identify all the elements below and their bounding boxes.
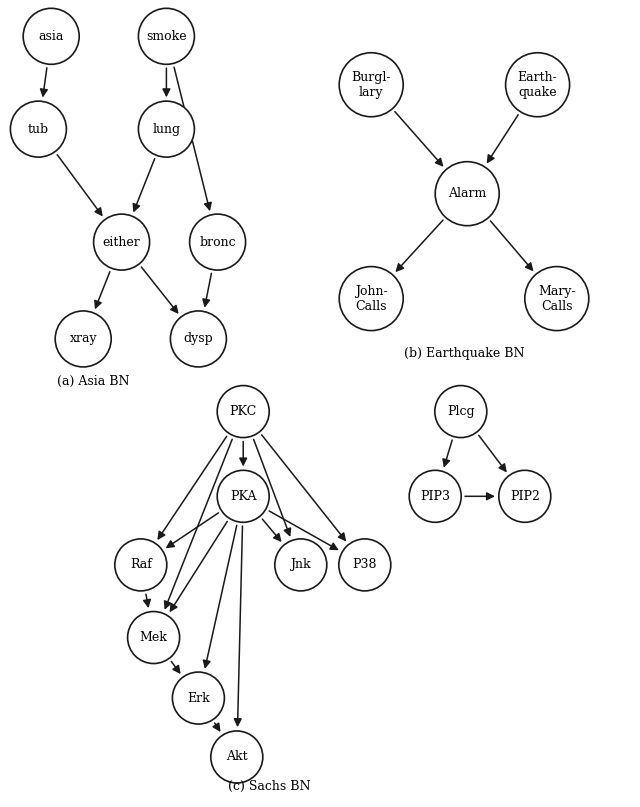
Text: Earth-
quake: Earth- quake [518, 71, 557, 98]
Text: (b) Earthquake BN: (b) Earthquake BN [404, 347, 524, 360]
Circle shape [127, 612, 180, 663]
Circle shape [525, 266, 589, 331]
Circle shape [189, 214, 246, 270]
Circle shape [55, 311, 111, 367]
Text: Raf: Raf [130, 558, 152, 571]
Text: tub: tub [28, 123, 49, 136]
Text: dysp: dysp [184, 332, 213, 345]
Circle shape [23, 8, 79, 65]
Text: Plcg: Plcg [447, 405, 475, 418]
Circle shape [93, 214, 150, 270]
Text: xray: xray [69, 332, 97, 345]
Circle shape [275, 539, 327, 591]
Circle shape [172, 672, 225, 724]
Text: (c) Sachs BN: (c) Sachs BN [228, 780, 310, 792]
Text: (a) Asia BN: (a) Asia BN [57, 375, 129, 388]
Text: Jnk: Jnk [291, 558, 311, 571]
Circle shape [339, 52, 403, 117]
Text: Mary-
Calls: Mary- Calls [538, 285, 575, 312]
Circle shape [339, 266, 403, 331]
Text: lung: lung [152, 123, 180, 136]
Text: PIP2: PIP2 [510, 490, 540, 503]
Text: Mek: Mek [140, 631, 168, 644]
Text: PKC: PKC [230, 405, 257, 418]
Text: PKA: PKA [230, 490, 257, 503]
Circle shape [138, 8, 195, 65]
Circle shape [211, 731, 263, 783]
Circle shape [170, 311, 227, 367]
Text: P38: P38 [353, 558, 377, 571]
Text: John-
Calls: John- Calls [355, 285, 387, 312]
Text: asia: asia [38, 30, 64, 43]
Circle shape [499, 470, 551, 522]
Text: Akt: Akt [226, 751, 248, 763]
Text: Burgl-
lary: Burgl- lary [351, 71, 391, 98]
Circle shape [10, 101, 67, 157]
Circle shape [435, 386, 487, 437]
Text: bronc: bronc [199, 236, 236, 249]
Text: Alarm: Alarm [448, 187, 486, 200]
Circle shape [217, 470, 269, 522]
Text: Erk: Erk [187, 692, 210, 705]
Circle shape [115, 539, 167, 591]
Circle shape [217, 386, 269, 437]
Text: PIP3: PIP3 [420, 490, 450, 503]
Text: either: either [103, 236, 140, 249]
Text: smoke: smoke [146, 30, 187, 43]
Circle shape [506, 52, 570, 117]
Circle shape [138, 101, 195, 157]
Circle shape [409, 470, 461, 522]
Circle shape [435, 161, 499, 226]
Circle shape [339, 539, 391, 591]
